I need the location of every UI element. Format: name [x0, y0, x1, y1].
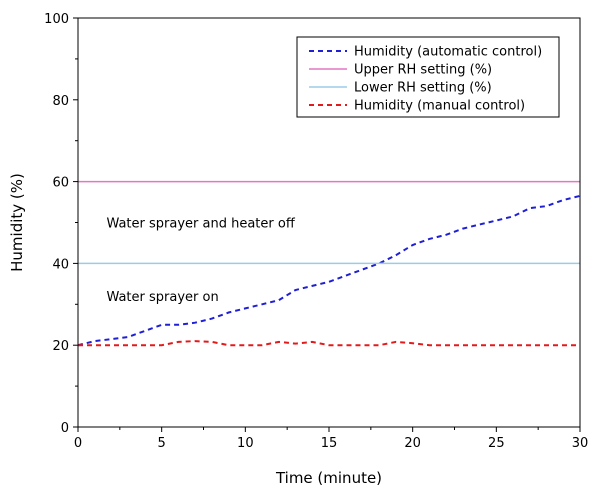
x-tick-label-1: 5: [158, 436, 166, 451]
x-tick-label-3: 15: [321, 436, 338, 451]
x-tick-label-6: 30: [572, 436, 589, 451]
legend-label-3: Humidity (manual control): [354, 99, 525, 114]
y-tick-label-4: 80: [52, 94, 69, 109]
legend-label-1: Upper RH setting (%): [354, 63, 492, 78]
y-tick-label-3: 60: [52, 176, 69, 191]
legend-label-2: Lower RH setting (%): [354, 81, 492, 96]
y-tick-label-1: 20: [52, 339, 69, 354]
series-line-3: [78, 340, 580, 347]
y-axis-title: Humidity (%): [8, 173, 26, 272]
y-tick-label-2: 40: [52, 257, 69, 272]
annotation-1: Water sprayer on: [106, 290, 218, 305]
axes-layer: 0 5 10 15 20 25 30 0 20 40 60 80 100: [44, 12, 588, 451]
legend: Humidity (automatic control) Upper RH set…: [296, 36, 560, 118]
annotations: Water sprayer and heater off Water spraye…: [106, 217, 295, 306]
y-tick-label-5: 100: [44, 12, 69, 27]
series-layer: [77, 180, 581, 347]
annotation-0: Water sprayer and heater off: [106, 217, 295, 232]
x-tick-label-4: 20: [404, 436, 421, 451]
y-tick-label-0: 0: [61, 421, 69, 436]
x-tick-label-2: 10: [237, 436, 254, 451]
legend-label-0: Humidity (automatic control): [354, 45, 542, 60]
x-axis-title: Time (minute): [275, 469, 382, 487]
x-tick-label-5: 25: [488, 436, 505, 451]
x-tick-label-0: 0: [74, 436, 82, 451]
